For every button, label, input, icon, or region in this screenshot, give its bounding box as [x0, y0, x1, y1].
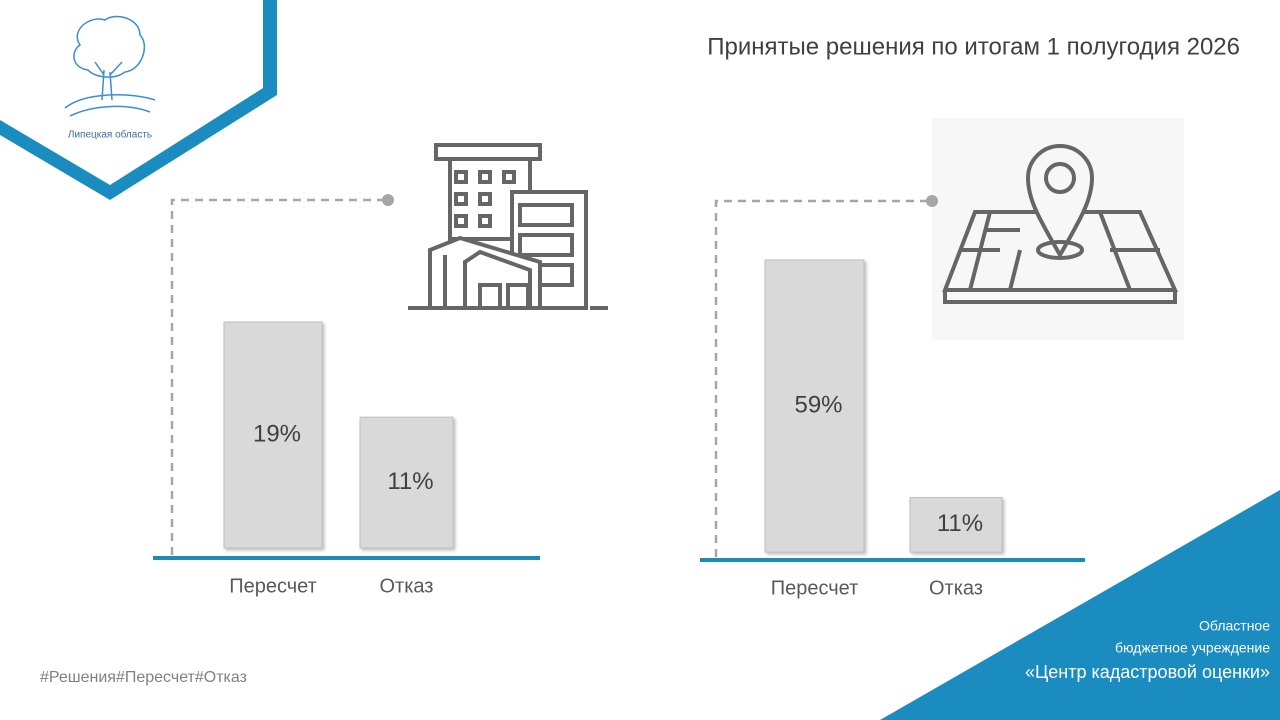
organization-line: Областное: [1199, 618, 1270, 634]
category-label: Пересчет: [229, 575, 317, 597]
corner-triangle: [880, 490, 1280, 720]
hashtags: #Решения#Пересчет#Отказ: [40, 669, 247, 686]
organization-line: бюджетное учреждение: [1115, 640, 1270, 656]
map-icon: [942, 144, 1179, 304]
corner-band: [0, 0, 277, 200]
guide-line: [714, 199, 932, 557]
category-label: Пересчет: [771, 577, 859, 599]
bar: [764, 259, 865, 553]
logo-tree: [64, 15, 156, 117]
bar: [223, 321, 323, 549]
value-label: 11%: [387, 468, 433, 495]
guide-dot: [926, 195, 938, 207]
bar: [909, 497, 1003, 553]
value-label: 19%: [253, 420, 301, 447]
guide-line: [170, 198, 388, 555]
logo-label: Липецкая область: [68, 129, 152, 141]
bar: [359, 416, 454, 549]
building-icon: [408, 143, 608, 310]
category-label: Отказ: [929, 577, 983, 599]
category-label: Отказ: [380, 575, 434, 597]
guide-dot: [382, 194, 394, 206]
value-label: 11%: [937, 510, 983, 537]
organization-name: «Центр кадастровой оценки»: [1025, 662, 1270, 682]
value-label: 59%: [794, 391, 842, 418]
slide-title: Принятые решения по итогам 1 полугодия 2…: [707, 33, 1240, 60]
